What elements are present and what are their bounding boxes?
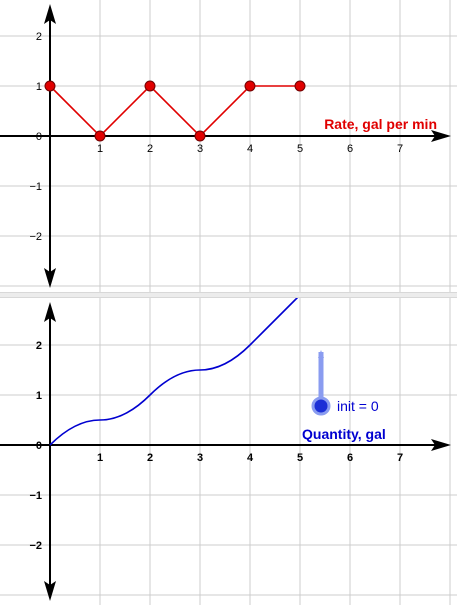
rate-point [44,80,56,92]
y-tick-label: 2 [36,340,42,352]
y-tick-label: −2 [29,540,42,552]
rate-point [194,130,206,142]
rate-point [244,80,256,92]
bottom-y-axis-arrow-down [44,581,56,601]
y-tick-label: 2 [36,31,42,43]
x-tick-label: 5 [297,452,303,464]
rate-point [94,130,106,142]
y-tick-label: −1 [29,181,42,193]
quantity-line [49,298,299,446]
top-x-axis-arrow [431,130,451,142]
rate-line [49,84,300,138]
top-y-axis-arrow-down [44,268,56,288]
y-tick-label: 0 [36,440,42,452]
panel-divider[interactable] [0,292,457,298]
top-y-axis-arrow-up [44,4,56,24]
y-tick-label: 0 [36,131,42,143]
x-tick-label: 7 [397,143,403,155]
quantity-series-label: Quantity, gal [302,426,386,442]
quantity-graph-panel[interactable]: 1 2 3 4 5 6 7 2 1 0 −1 −2 init = 0 Quantity, gal [0,298,457,605]
rate-graph: 1 2 3 4 5 6 7 2 1 0 −1 −2 Rate, gal per min [0,0,457,292]
init-slider-knob[interactable] [311,396,331,416]
x-tick-label: 2 [147,452,153,464]
init-slider-label: init = 0 [337,398,379,414]
x-tick-label: 6 [347,143,353,155]
quantity-graph: 1 2 3 4 5 6 7 2 1 0 −1 −2 init = 0 Quantity, gal [0,298,457,605]
x-tick-label: 3 [197,452,203,464]
x-tick-label: 1 [97,452,103,464]
bottom-y-axis-arrow-up [44,302,56,322]
y-tick-label: 1 [36,81,42,93]
rate-graph-panel[interactable]: 1 2 3 4 5 6 7 2 1 0 −1 −2 Rate, gal per min [0,0,457,292]
x-tick-label: 2 [147,143,153,155]
rate-point [294,80,306,92]
init-slider-arrow [318,350,324,358]
rate-point [144,80,156,92]
x-tick-label: 7 [397,452,403,464]
rate-series-label: Rate, gal per min [324,116,437,132]
y-tick-label: −2 [29,231,42,243]
y-tick-label: 1 [36,390,42,402]
x-tick-label: 4 [247,143,253,155]
x-tick-label: 1 [97,143,103,155]
x-tick-label: 4 [247,452,254,464]
x-tick-label: 5 [297,143,303,155]
y-tick-label: −1 [29,490,42,502]
bottom-x-axis-arrow [431,439,451,451]
x-tick-label: 3 [197,143,203,155]
x-tick-label: 6 [347,452,353,464]
